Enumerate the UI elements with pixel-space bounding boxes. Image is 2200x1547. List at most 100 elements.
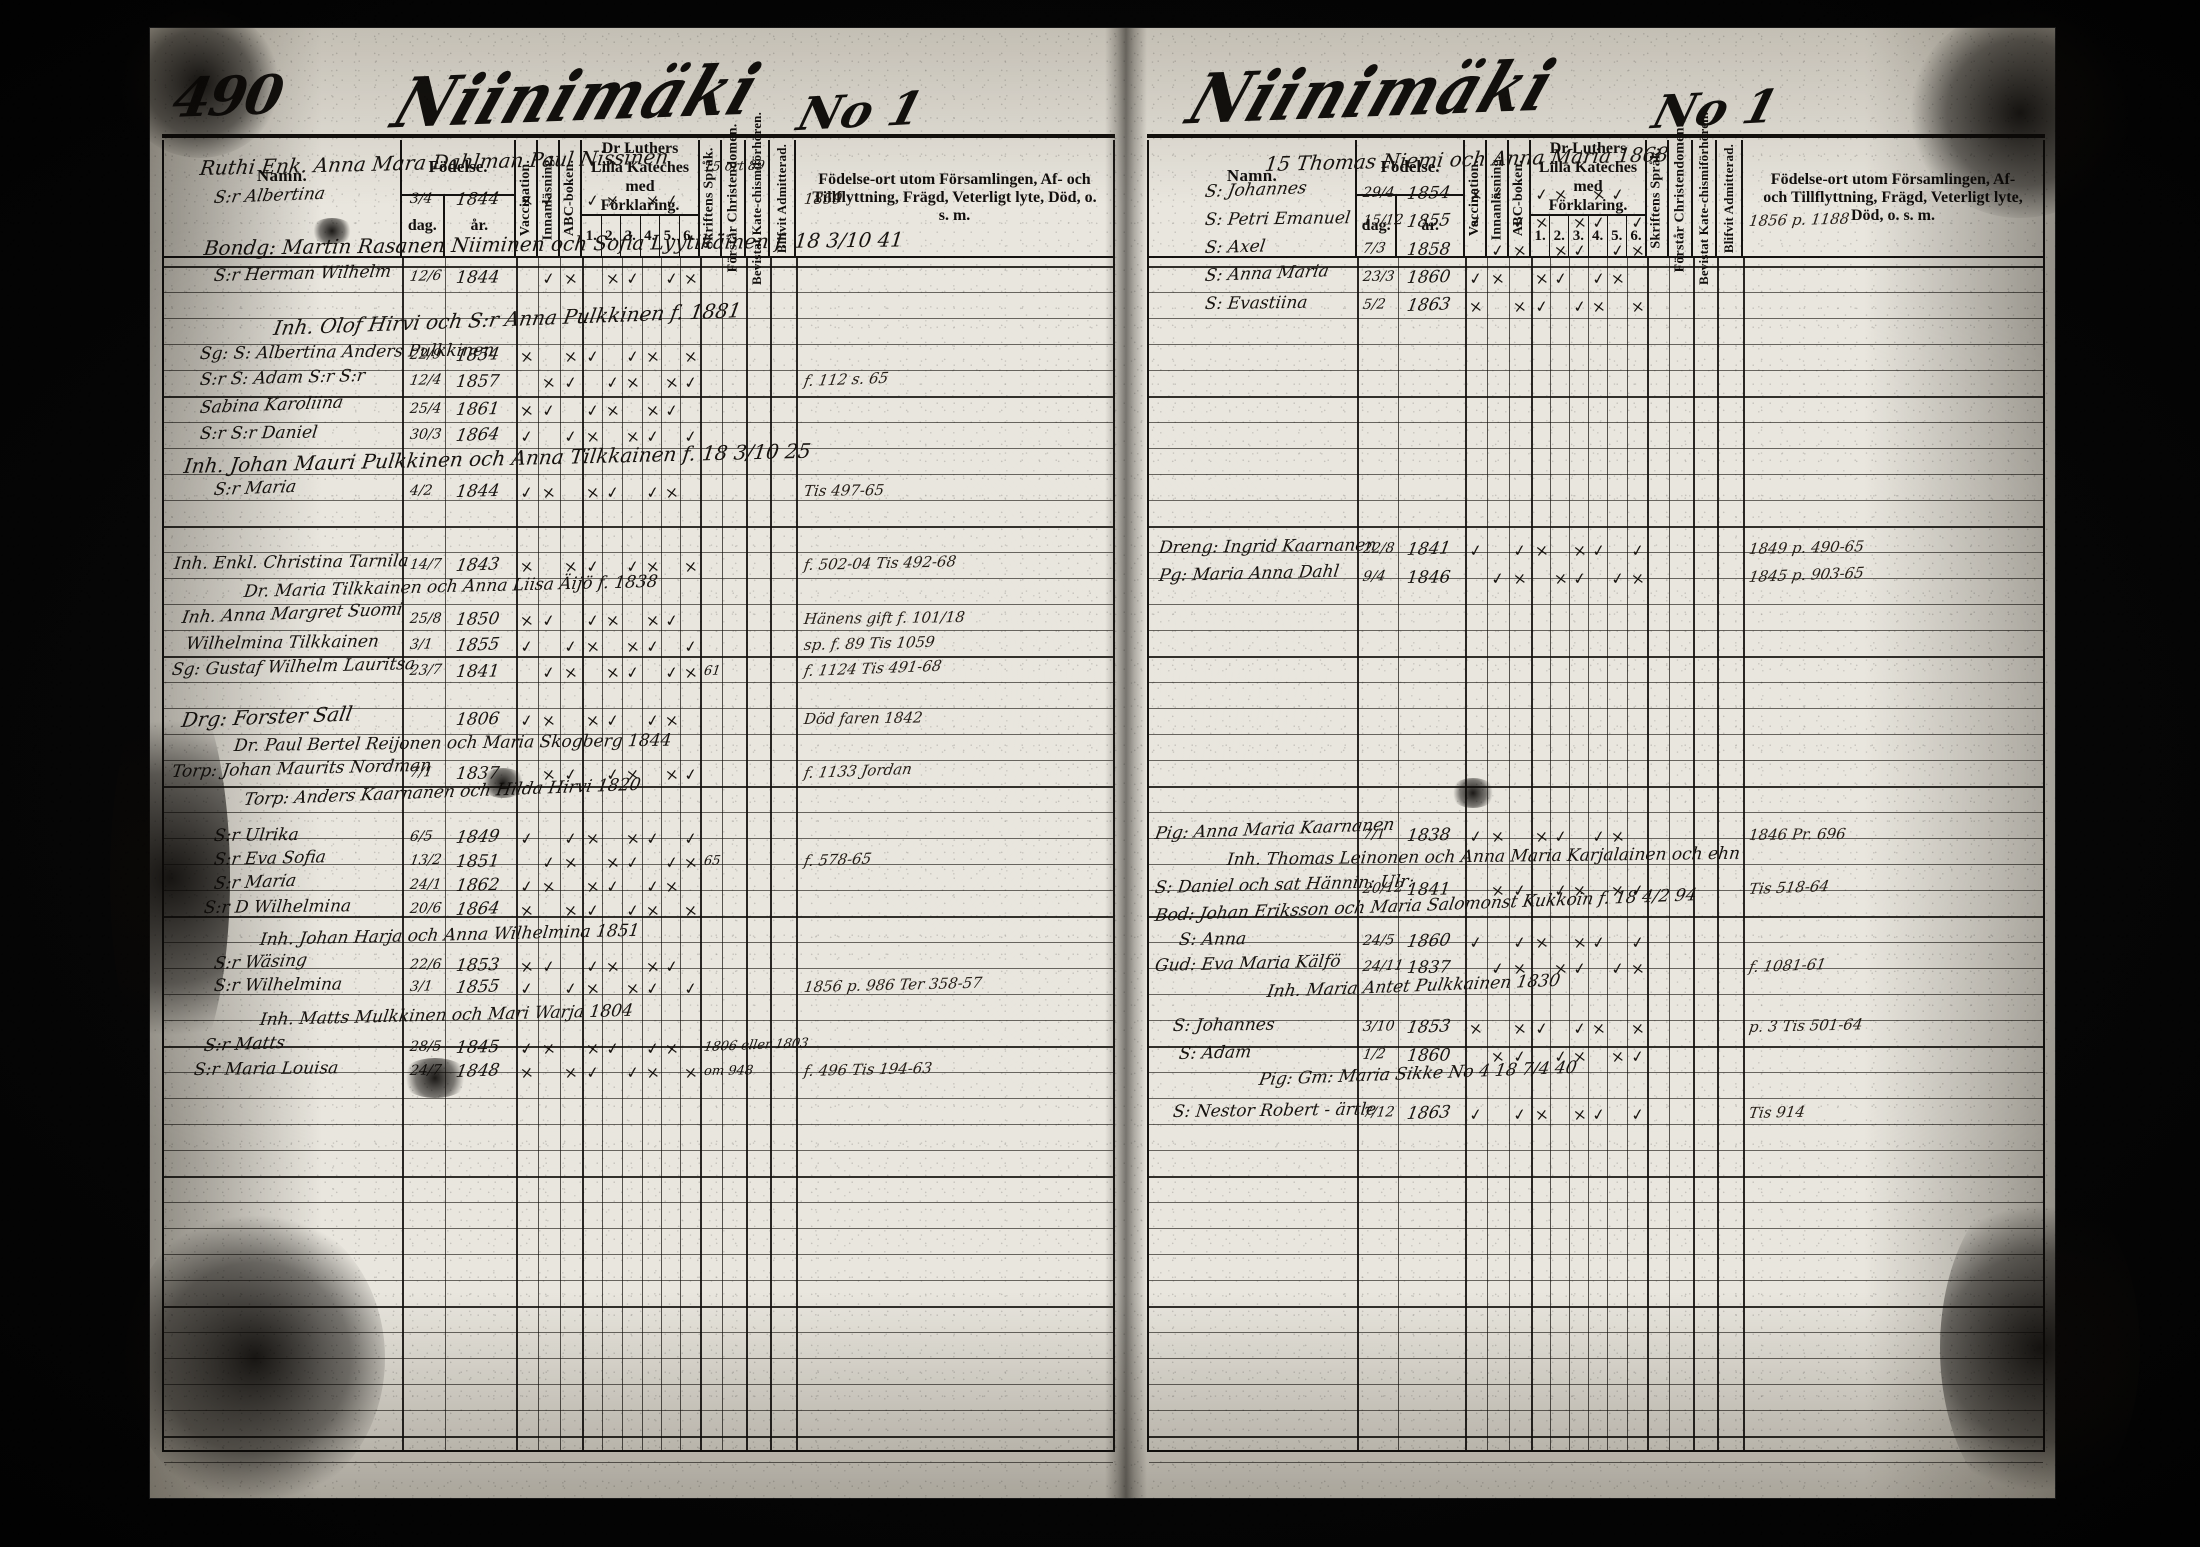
right-register-table: Namn. Födelse. dag. år. Vaccination. xyxy=(1147,111,2045,1463)
header-ar: år. xyxy=(470,217,489,234)
ruled-line xyxy=(164,578,1113,579)
right-page-headline: Niinimäki No 1 xyxy=(1135,45,2055,144)
header-abc-boken-right: ABC-boken. xyxy=(1509,140,1531,256)
kateches-col-6-right: 6. xyxy=(1630,227,1642,244)
ruled-line xyxy=(1149,1046,2043,1048)
ruled-line xyxy=(164,266,1113,268)
left-table-body xyxy=(164,258,1113,1463)
ruled-line xyxy=(1149,266,2043,268)
ruled-line xyxy=(164,500,1113,501)
ruled-line xyxy=(164,708,1113,709)
header-abc-boken-label: ABC-boken. xyxy=(562,159,578,237)
ruled-line xyxy=(1149,552,2043,553)
folio-number: 490 xyxy=(167,62,287,130)
kateches-col-5: 5. xyxy=(660,216,680,256)
header-blifvit-admitterad: Blifvit Admitterad. xyxy=(770,140,796,256)
header-bevistat: Bevistat Kate-chismiförhören. xyxy=(746,111,770,285)
ruled-line xyxy=(164,1176,1113,1178)
ruled-line xyxy=(164,682,1113,683)
ruled-line xyxy=(1149,916,2043,918)
header-ar-right: år. xyxy=(1421,217,1439,234)
ruled-line xyxy=(164,786,1113,788)
ruled-line xyxy=(1149,1020,2043,1021)
ruled-line xyxy=(1149,1306,2043,1308)
ruled-line xyxy=(1149,864,2043,865)
ruled-line xyxy=(1149,344,2043,345)
ruled-line xyxy=(1149,1410,2043,1411)
header-fodelseort: Födelse-ort utom Församlingen, Af- och T… xyxy=(796,140,1113,256)
ruled-line xyxy=(164,812,1113,813)
kateches-col-5-right: 5. xyxy=(1608,216,1627,256)
ruled-line xyxy=(164,734,1113,735)
ruled-line xyxy=(1149,422,2043,423)
header-skriftens-sprak-right: Skriftens Språk. xyxy=(1647,140,1669,256)
headline-rule-right xyxy=(1147,134,2045,138)
headline-rule xyxy=(162,134,1115,138)
header-skriftens-sprak-right-label: Skriftens Språk. xyxy=(1649,147,1665,249)
header-fodelse: Födelse. dag. år. xyxy=(402,140,516,256)
ruled-line xyxy=(1149,1254,2043,1255)
header-fodelseort-right-label: Födelse-ort utom Församlingen, Af- och T… xyxy=(1763,171,2023,224)
ruled-line xyxy=(1149,682,2043,683)
header-kateches: Dr Luthers Lilla Kateches med Förklaring… xyxy=(582,140,700,256)
ruled-line xyxy=(164,422,1113,423)
header-blifvit-admitterad-label: Blifvit Admitterad. xyxy=(774,143,790,253)
header-kateches-numbers: 1. 2. 3. 4. 5. 6. xyxy=(582,216,698,256)
ruled-line xyxy=(1149,838,2043,839)
ruled-line xyxy=(164,942,1113,943)
header-vaccination-right-label: Vaccination. xyxy=(1467,159,1483,237)
header-forstar-christendomen-label: Förstår Christendomen. xyxy=(725,123,741,273)
village-number-right: No 1 xyxy=(1646,78,1785,140)
ruled-line xyxy=(1149,1280,2043,1281)
header-abc-boken: ABC-boken. xyxy=(560,140,582,256)
ruled-line xyxy=(1149,526,2043,528)
header-kateches-right: Dr Luthers Lilla Kateches med Förklaring… xyxy=(1531,140,1647,256)
ruled-line xyxy=(164,396,1113,398)
ruled-line xyxy=(164,1202,1113,1203)
ruled-line xyxy=(1149,1202,2043,1203)
left-page: 490 Niinimäki No 1 Namn. Födelse. xyxy=(150,28,1125,1498)
header-forstar-christendomen-right: Förstår Christendomen. xyxy=(1669,124,1693,272)
ruled-line xyxy=(164,1254,1113,1255)
ruled-line xyxy=(164,968,1113,969)
right-body-rules xyxy=(1149,258,2043,1463)
ruled-line xyxy=(1149,1462,2043,1463)
ruled-line xyxy=(1149,994,2043,995)
ruled-line xyxy=(1149,890,2043,891)
ruled-line xyxy=(164,1228,1113,1229)
ruled-line xyxy=(164,292,1113,293)
ruled-line xyxy=(164,318,1113,319)
kateches-col-3-right: 3. xyxy=(1569,216,1589,256)
ruled-line xyxy=(1149,604,2043,605)
ruled-line xyxy=(1149,474,2043,475)
ruled-line xyxy=(164,916,1113,918)
header-fodelseort-right: Födelse-ort utom Församlingen, Af- och T… xyxy=(1743,140,2043,256)
ruled-line xyxy=(164,864,1113,865)
ruled-line xyxy=(1149,734,2043,735)
header-dag: dag. xyxy=(402,196,445,256)
ruled-line xyxy=(164,1306,1113,1308)
header-abc-boken-right-label: ABC-boken. xyxy=(1511,159,1527,237)
ruled-line xyxy=(1149,760,2043,761)
header-forstar-christendomen-right-label: Förstår Christendomen. xyxy=(1672,123,1688,273)
ruled-line xyxy=(1149,1436,2043,1438)
ruled-line xyxy=(1149,630,2043,631)
header-kateches-numbers-right: 1. 2. 3. 4. 5. 6. xyxy=(1531,216,1645,256)
header-vaccination-label: Vaccination. xyxy=(518,159,534,237)
header-innanlasning: Innanläsning. xyxy=(538,140,560,256)
ruled-line xyxy=(1149,656,2043,658)
ruled-line xyxy=(164,760,1113,761)
kateches-col-2-right: 2. xyxy=(1550,216,1570,256)
ruled-line xyxy=(164,1046,1113,1048)
header-blifvit-admitterad-right: Blifvit Admitterad. xyxy=(1717,140,1743,256)
header-skriftens-sprak: Skriftens Språk. xyxy=(700,140,722,256)
kateches-col-2: 2. xyxy=(602,216,621,256)
header-fodelse-right-label: Födelse. xyxy=(1380,157,1440,176)
header-fodelse-right: Födelse. dag. år. xyxy=(1357,140,1465,256)
kateches-col-3: 3. xyxy=(621,216,641,256)
ruled-line xyxy=(1149,448,2043,449)
header-skriftens-sprak-label: Skriftens Språk. xyxy=(702,147,718,249)
ruled-line xyxy=(1149,1150,2043,1151)
ruled-line xyxy=(1149,812,2043,813)
